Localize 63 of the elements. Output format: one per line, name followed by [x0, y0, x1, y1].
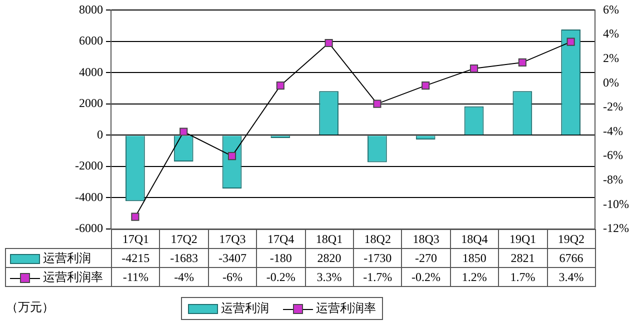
point	[422, 82, 430, 90]
x-tick-label: 17Q3	[208, 230, 257, 248]
y-tick-label: -4000	[74, 190, 103, 204]
data-label: -1683	[160, 248, 208, 268]
y-tick-label: 8000	[78, 2, 103, 16]
data-label: 1.2%	[450, 268, 499, 286]
y2-tick-label: 6%	[603, 2, 620, 16]
x-tick-label: 18Q4	[450, 230, 499, 248]
point	[324, 38, 333, 48]
x-tick-label: 17Q2	[160, 230, 208, 248]
y2-tick-label: -2%	[603, 100, 624, 114]
y-tick-label: -2000	[74, 158, 103, 173]
point	[131, 212, 140, 221]
legend-label: 运营利润	[6, 248, 112, 268]
data-label: -1.7%	[353, 268, 402, 286]
data-label: -1730	[353, 248, 402, 268]
data-label: -4%	[160, 268, 208, 286]
y2-tick-label: -4%	[603, 124, 624, 138]
x-tick-label: 17Q4	[256, 230, 306, 248]
y2-tick-label: 0%	[603, 75, 620, 90]
y2-tick-label: -6%	[603, 148, 624, 162]
data-label: -3407	[208, 248, 257, 268]
y-tick-label: 6000	[78, 34, 103, 48]
data-label: 3.3%	[305, 268, 354, 286]
legend-label: 运营利润率	[6, 268, 112, 286]
data-label: -180	[256, 248, 306, 268]
data-label: -11%	[111, 268, 160, 286]
point	[228, 152, 236, 160]
data-label: -270	[402, 248, 450, 268]
x-tick-label: 18Q3	[402, 230, 450, 248]
y2-tick-label: -8%	[603, 172, 624, 187]
point	[566, 38, 575, 46]
data-label: 6766	[547, 248, 596, 268]
data-label: -0.2%	[256, 268, 306, 286]
text: 运营利润	[220, 301, 269, 315]
point	[373, 100, 382, 108]
y2-tick-label: -10%	[603, 196, 630, 211]
y-tick-label: 4000	[78, 64, 103, 79]
y-tick-label: -6000	[74, 221, 103, 236]
point	[518, 58, 526, 67]
data-label: -4215	[111, 248, 160, 268]
text: （万元）	[6, 299, 54, 316]
data-label: -0.2%	[402, 268, 450, 286]
x-tick-label: 19Q1	[498, 230, 547, 248]
x-tick-label: 18Q1	[305, 230, 354, 248]
data-label: 2821	[498, 248, 547, 268]
point	[470, 64, 478, 73]
data-label: 3.4%	[547, 268, 596, 286]
y2-tick-label: -12%	[603, 221, 630, 236]
point	[276, 82, 284, 90]
data-label: 2820	[305, 248, 354, 268]
data-label: 1850	[450, 248, 499, 268]
y-tick-label: 0	[96, 127, 103, 142]
y2-tick-label: 4%	[603, 26, 620, 41]
x-tick-label: 18Q2	[353, 230, 402, 248]
data-label: -6%	[208, 268, 257, 286]
x-tick-label: 19Q2	[547, 230, 596, 248]
data-label: 1.7%	[498, 268, 547, 286]
text: 运营利润率	[316, 301, 376, 315]
y-tick-label: 2000	[78, 96, 103, 110]
x-tick-label: 17Q1	[111, 230, 160, 248]
point	[180, 128, 188, 136]
y2-tick-label: 2%	[603, 50, 620, 65]
